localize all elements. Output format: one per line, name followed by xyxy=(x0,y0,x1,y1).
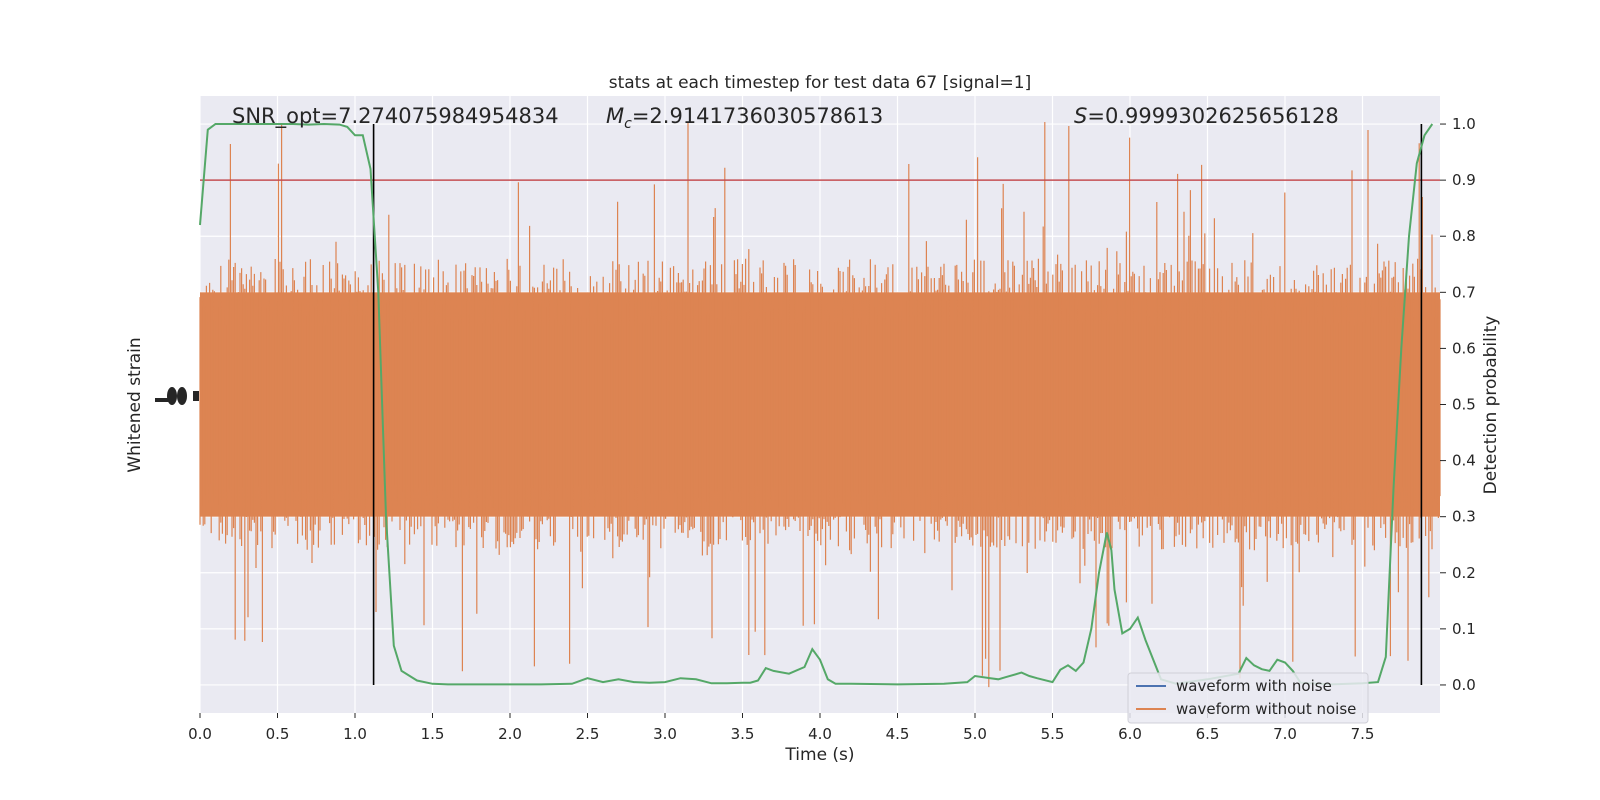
right-tick-label: 0.7 xyxy=(1452,283,1476,301)
x-tick-label: 5.0 xyxy=(963,725,987,743)
right-tick-label: 0.3 xyxy=(1452,508,1476,526)
x-tick-label: 1.0 xyxy=(343,725,367,743)
legend-box xyxy=(1127,672,1369,724)
strain-series-line xyxy=(199,122,1441,688)
probability-series-line xyxy=(199,122,1434,686)
x-axis-label: Time (s) xyxy=(784,745,854,765)
left-axis-label: Whitened strain xyxy=(125,337,145,472)
x-tick-label: 2.0 xyxy=(498,725,522,743)
x-tick-label: 7.0 xyxy=(1273,725,1297,743)
x-tick-label: 6.5 xyxy=(1196,725,1220,743)
x-tick-label: 5.5 xyxy=(1041,725,1065,743)
right-tick-label: 0.8 xyxy=(1452,227,1476,245)
right-axis-label: Detection probability xyxy=(1481,316,1501,495)
right-tick-label: 1.0 xyxy=(1452,115,1476,133)
snr-annotation: SNR_opt=7.274075984954834 xyxy=(232,104,559,129)
chirp-mass-annotation: Mc=2.9141736030578613 xyxy=(606,104,883,132)
right-tick-label: 0.6 xyxy=(1452,339,1476,357)
legend-label-with-noise: waveform with noise xyxy=(1176,677,1332,695)
x-tick-label: 3.5 xyxy=(731,725,755,743)
x-tick-label: 2.5 xyxy=(576,725,600,743)
strain-series xyxy=(199,122,1441,688)
right-tick-label: 0.5 xyxy=(1452,396,1476,414)
x-tick-label: 4.0 xyxy=(808,725,832,743)
x-axis-ticks: 0.0 0.5 1.0 1.5 2.0 2.5 3.0 3.5 4.0 4.5 5.0 5.5 6.0 6… xyxy=(188,713,1374,743)
x-tick-label: 1.5 xyxy=(421,725,445,743)
right-tick-label: 0.0 xyxy=(1452,676,1476,694)
right-axis-ticks: 0.0 0.1 0.2 0.3 0.4 0.5 0.6 0.7 0.8 0.9 1.0 xyxy=(1440,115,1476,694)
right-tick-label: 0.9 xyxy=(1452,171,1476,189)
legend: waveform with noise waveform without noi… xyxy=(1127,672,1369,724)
chart-title: stats at each timestep for test data 67 … xyxy=(609,73,1032,93)
x-tick-label: 0.5 xyxy=(266,725,290,743)
left-axis-overlapping-ticks xyxy=(155,387,199,405)
s-annotation: S=0.9999302625656128 xyxy=(1074,104,1339,128)
x-tick-label: 7.5 xyxy=(1351,725,1375,743)
x-tick-label: 0.0 xyxy=(188,725,212,743)
x-tick-label: 4.5 xyxy=(886,725,910,743)
right-tick-label: 0.4 xyxy=(1452,452,1476,470)
right-tick-label: 0.1 xyxy=(1452,620,1476,638)
legend-label-without-noise: waveform without noise xyxy=(1176,700,1356,718)
x-tick-label: 3.0 xyxy=(653,725,677,743)
right-tick-label: 0.2 xyxy=(1452,564,1476,582)
x-tick-label: 6.0 xyxy=(1118,725,1142,743)
